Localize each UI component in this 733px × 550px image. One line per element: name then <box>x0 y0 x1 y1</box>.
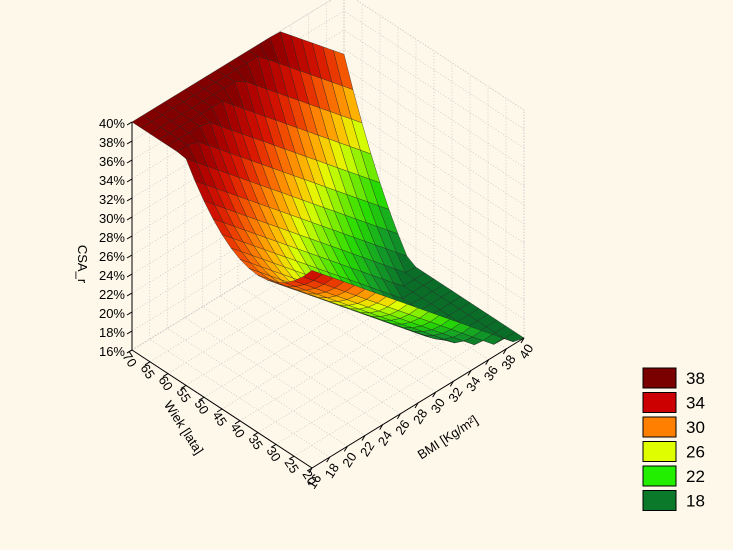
y-tick-label: 20 <box>299 467 319 487</box>
x-tick <box>467 370 472 376</box>
x-tick <box>343 446 348 452</box>
surface-cell <box>302 270 324 281</box>
z-tick-label: 20% <box>99 306 125 321</box>
z-tick <box>126 292 133 297</box>
y-tick <box>234 420 241 425</box>
x-tick <box>379 424 384 430</box>
y-tick-label: 60 <box>155 373 175 393</box>
x-tick-label: 32 <box>445 385 465 405</box>
z-axis-label: CSA_r <box>75 245 90 284</box>
x-tick <box>396 413 401 420</box>
x-tick-label: 40 <box>516 341 536 361</box>
z-tick-label: 32% <box>99 192 125 207</box>
y-tick <box>306 467 313 472</box>
z-tick <box>126 178 133 183</box>
z-tick-label: 36% <box>99 154 125 169</box>
z-tick-label: 24% <box>99 268 125 283</box>
z-tick <box>126 121 133 126</box>
legend-swatch <box>642 465 677 487</box>
z-tick <box>126 140 133 145</box>
legend-label: 26 <box>686 443 705 462</box>
y-tick-label: 40 <box>227 420 247 440</box>
z-tick <box>126 159 133 164</box>
grid-line <box>343 10 525 130</box>
y-tick-label: 70 <box>119 349 139 369</box>
z-tick <box>126 349 133 354</box>
chart-legend: 38 34 30 26 22 18 <box>642 367 705 511</box>
y-tick-label: 50 <box>191 397 211 417</box>
x-tick-label: 38 <box>498 352 518 372</box>
x-tick-label: 22 <box>357 439 377 459</box>
legend-label: 22 <box>686 467 705 486</box>
legend-label: 38 <box>686 369 705 388</box>
y-tick <box>198 396 205 401</box>
y-tick-label: 35 <box>245 432 265 452</box>
y-tick-label: 25 <box>281 456 301 476</box>
y-tick <box>180 384 187 389</box>
x-tick <box>449 381 454 387</box>
y-tick-label: 55 <box>173 385 193 405</box>
grid-line <box>149 338 330 458</box>
z-tick-label: 28% <box>99 230 125 245</box>
grid-line <box>202 306 383 426</box>
legend-label: 18 <box>686 492 705 511</box>
legend-label: 30 <box>686 418 705 437</box>
z-tick <box>126 216 133 221</box>
x-tick <box>361 435 366 441</box>
z-tick-label: 22% <box>99 287 125 302</box>
x-tick-label: 34 <box>463 374 483 394</box>
z-tick <box>126 254 133 259</box>
x-tick <box>502 348 507 355</box>
legend-swatch <box>642 441 677 462</box>
legend-label: 34 <box>686 394 705 413</box>
x-tick-label: 36 <box>481 363 501 383</box>
grid-line <box>293 325 507 457</box>
z-tick-label: 18% <box>99 325 125 340</box>
legend-swatch <box>642 392 677 413</box>
x-tick-label: 20 <box>339 450 359 470</box>
response-surface <box>131 31 525 345</box>
x-tick <box>520 337 525 344</box>
y-tick <box>144 361 151 366</box>
y-tick-label: 30 <box>263 444 283 464</box>
z-tick-label: 16% <box>99 344 125 359</box>
z-tick-label: 40% <box>99 116 125 131</box>
chart-axes: 1618202224262830323436384020253035404550… <box>99 116 536 492</box>
grid-line <box>131 10 345 142</box>
grid-line <box>355 0 525 111</box>
x-tick <box>414 402 419 409</box>
z-tick-label: 30% <box>99 211 125 226</box>
z-tick <box>126 197 133 202</box>
y-tick-label: 45 <box>209 408 229 428</box>
z-tick-label: 38% <box>99 135 125 150</box>
grid-line <box>131 0 332 123</box>
y-tick <box>162 373 169 378</box>
z-tick <box>126 273 133 278</box>
x-tick-label: 24 <box>375 428 395 448</box>
x-tick-label: 18 <box>322 461 342 481</box>
legend-swatch <box>642 416 677 438</box>
z-tick-label: 26% <box>99 249 125 264</box>
x-tick <box>432 391 437 398</box>
y-tick <box>216 408 223 413</box>
x-tick-label: 26 <box>392 417 412 437</box>
y-tick <box>252 432 259 437</box>
x-tick-label: 16 <box>304 471 324 491</box>
z-tick <box>126 330 133 335</box>
z-tick-label: 34% <box>99 173 125 188</box>
z-tick <box>126 235 133 240</box>
x-tick-label: 30 <box>428 396 448 416</box>
legend-swatch <box>642 367 677 389</box>
z-tick <box>126 311 133 316</box>
y-tick <box>288 455 295 460</box>
x-tick <box>326 456 331 463</box>
x-tick-label: 28 <box>410 406 430 426</box>
y-tick <box>270 443 277 448</box>
y-tick-label: 65 <box>137 361 157 381</box>
legend-swatch <box>642 490 677 511</box>
x-tick <box>485 359 490 365</box>
